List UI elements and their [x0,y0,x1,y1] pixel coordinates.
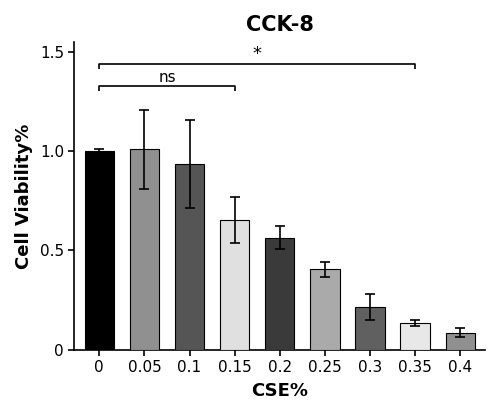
Bar [130,149,159,350]
Text: *: * [252,45,262,63]
Bar [310,269,340,350]
Bar [400,323,430,350]
Title: CCK-8: CCK-8 [246,15,314,35]
Text: ns: ns [158,70,176,85]
Bar [84,151,114,350]
Bar [220,220,250,350]
Bar [446,333,475,350]
Bar [265,237,294,350]
X-axis label: CSE%: CSE% [251,382,308,400]
Y-axis label: Cell Viability%: Cell Viability% [15,123,33,269]
Bar [356,307,384,350]
Bar [175,164,204,350]
